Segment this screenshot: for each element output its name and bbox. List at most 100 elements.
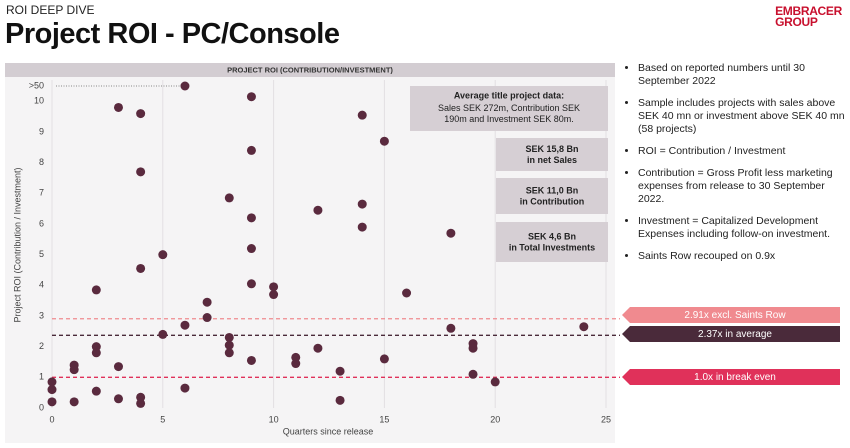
bullet: Sample includes projects with sales abov… [638,97,850,136]
y-axis-label: Project ROI (Contribution / Investment) [12,167,22,322]
point [246,244,256,254]
chart-title: PROJECT ROI (CONTRIBUTION/INVESTMENT) [227,65,393,74]
y-tick-label: 5 [39,249,44,259]
point [47,377,57,387]
point [91,285,101,295]
point [446,323,456,333]
point [224,332,234,342]
y-tick-label: 10 [34,96,44,106]
point [246,355,256,365]
point [47,385,57,395]
y-tick-label: 2 [39,341,44,351]
reference-label: 2.37x in average [698,329,772,340]
x-axis-label: Quarters since release [283,426,374,436]
point [269,282,279,292]
y-tick-label: 4 [39,280,44,290]
point [69,397,79,407]
point [446,228,456,238]
point [158,250,168,260]
point [357,110,367,120]
x-tick-label: 20 [490,414,500,424]
reference-tag [622,326,840,342]
point [490,377,500,387]
x-tick-label: 25 [601,414,611,424]
point [47,397,57,407]
point [202,297,212,307]
point [180,81,190,91]
point [136,109,146,119]
reference-label: 1.0x in break even [694,372,776,383]
x-tick-label: 10 [269,414,279,424]
point [224,340,234,350]
reference-tag [622,307,840,323]
annotation-text: in Total Investments [509,242,595,252]
point [69,365,79,375]
point [468,369,478,379]
point [246,279,256,289]
point [180,320,190,330]
point [224,348,234,358]
point [313,343,323,353]
annotation-box [410,86,608,131]
point [91,348,101,358]
logo: EMBRACER GROUP [775,4,842,29]
y-tick-label: 9 [39,126,44,136]
point [579,322,589,332]
bullet-list: Based on reported numbers until 30 Septe… [626,62,850,272]
y-tick-label: 7 [39,188,44,198]
bullet: Investment = Capitalized Development Exp… [638,215,850,241]
point [113,102,123,112]
y-tick-label: 0 [39,402,44,412]
annotation-text: in net Sales [527,155,577,165]
point [269,290,279,300]
point [357,222,367,232]
bullet: Based on reported numbers until 30 Septe… [638,62,850,88]
point [136,167,146,177]
point [335,395,345,405]
bullet: Contribution = Gross Profit less marketi… [638,167,850,206]
annotation-box [496,178,608,214]
x-tick-label: 5 [160,414,165,424]
annotation-box [496,138,608,171]
point [91,386,101,396]
point [136,398,146,408]
annotation-box [496,222,608,262]
point [313,205,323,215]
reference-tag [622,369,840,385]
point [113,394,123,404]
point [113,362,123,372]
annotation-heading: SEK 4,6 Bn [528,231,576,241]
annotation-heading: Average title project data: [454,90,564,100]
reference-label: 2.91x excl. Saints Row [684,310,786,321]
point [180,383,190,393]
logo-top: EMBRACER [775,4,842,18]
point [357,199,367,209]
point [468,343,478,353]
x-tick-label: 15 [379,414,389,424]
annotation-text: Sales SEK 272m, Contribution SEK 190m and… [438,103,580,124]
point [158,329,168,339]
point [224,193,234,203]
bullet: ROI = Contribution / Investment [638,145,850,158]
chart-band [5,63,615,77]
y-tick-label: 6 [39,218,44,228]
point [291,359,301,369]
point [379,136,389,146]
point [136,263,146,273]
y-tick-label: 3 [39,310,44,320]
x-tick-label: 0 [49,414,54,424]
annotation-heading: SEK 11,0 Bn [526,185,579,195]
point [246,92,256,102]
point [402,288,412,298]
logo-bottom: GROUP [775,15,818,29]
point [379,354,389,364]
annotation-text: in Contribution [520,196,584,206]
point [335,366,345,376]
point [246,145,256,155]
point [246,213,256,223]
bullet: Saints Row recouped on 0.9x [638,250,850,263]
annotation-heading: SEK 15,8 Bn [525,144,578,154]
y-tick-label: 8 [39,157,44,167]
